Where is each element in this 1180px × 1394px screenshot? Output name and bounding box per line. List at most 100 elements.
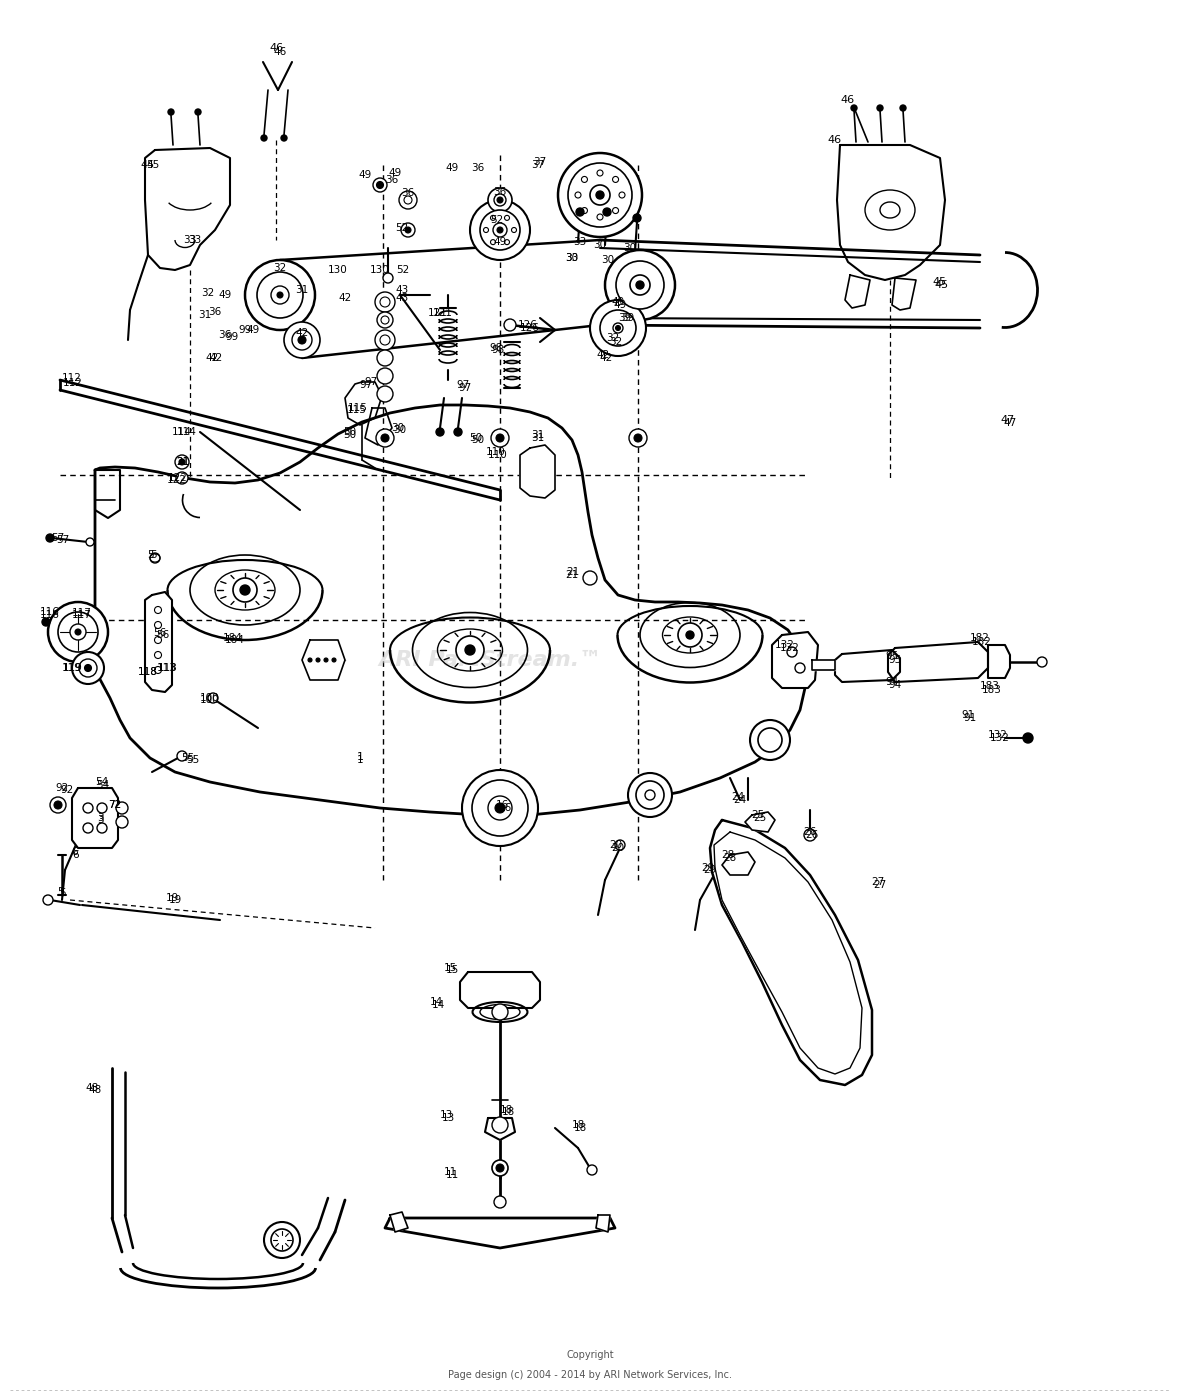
Polygon shape [710,820,872,1085]
Circle shape [50,797,66,813]
Circle shape [632,215,641,222]
Text: 115: 115 [347,406,367,415]
Circle shape [603,208,611,216]
Text: 36: 36 [209,307,222,316]
Text: 21: 21 [565,570,578,580]
Circle shape [261,135,267,141]
Text: 130: 130 [371,265,389,275]
Circle shape [758,728,782,751]
Text: 52: 52 [395,223,408,233]
Polygon shape [72,788,118,848]
Text: 36: 36 [386,176,399,185]
Circle shape [376,181,384,188]
Circle shape [494,803,505,813]
Text: 19: 19 [169,895,182,905]
Text: 72: 72 [109,800,122,810]
Text: 91: 91 [963,712,977,723]
Text: 30: 30 [623,243,636,252]
Circle shape [384,273,393,283]
Circle shape [85,665,92,672]
Text: 100: 100 [201,693,219,703]
Text: 183: 183 [981,682,999,691]
Circle shape [155,606,162,613]
Text: 3: 3 [97,815,104,825]
Circle shape [686,631,694,638]
Text: 1: 1 [356,756,363,765]
Polygon shape [988,645,1010,677]
Circle shape [404,197,412,204]
Circle shape [116,815,127,828]
Polygon shape [835,650,900,682]
Circle shape [271,1230,293,1250]
Text: 119: 119 [63,664,81,673]
Text: 94: 94 [889,680,902,690]
Text: 118: 118 [138,666,158,677]
Text: 48: 48 [85,1083,99,1093]
Text: 92: 92 [55,783,68,793]
Text: 114: 114 [172,427,192,436]
Polygon shape [391,1211,408,1232]
Circle shape [155,637,162,644]
Circle shape [491,429,509,447]
Text: 49: 49 [388,169,401,178]
Text: 52: 52 [396,265,409,275]
Text: 20: 20 [609,841,623,850]
Text: 33: 33 [183,236,197,245]
Circle shape [492,1160,509,1177]
Circle shape [496,434,504,442]
Polygon shape [460,972,540,1008]
Text: 27: 27 [871,877,885,887]
Circle shape [299,336,306,344]
Circle shape [150,553,160,563]
Text: 47: 47 [1003,418,1017,428]
Text: 118: 118 [138,666,158,677]
Circle shape [630,275,650,296]
Text: 115: 115 [348,403,368,413]
Circle shape [155,651,162,658]
Text: 31: 31 [198,309,211,321]
Circle shape [612,323,623,333]
Circle shape [291,330,312,350]
Text: 46: 46 [269,43,283,53]
Circle shape [1023,733,1032,743]
Text: 5: 5 [150,551,156,560]
Circle shape [629,429,647,447]
Text: 6: 6 [72,848,78,857]
Text: 21: 21 [176,457,190,467]
Text: 24: 24 [732,792,745,802]
Circle shape [636,282,644,289]
Circle shape [877,105,883,112]
Circle shape [636,781,664,809]
Circle shape [316,658,320,662]
Text: 30: 30 [602,255,615,265]
Circle shape [281,135,287,141]
Text: 1: 1 [356,751,363,763]
Text: 122: 122 [168,475,186,485]
Text: 56: 56 [157,630,170,640]
Circle shape [750,719,789,760]
Text: 49: 49 [359,170,372,180]
Text: 11: 11 [445,1170,459,1179]
Circle shape [168,109,173,114]
Text: 112: 112 [63,374,81,383]
Circle shape [454,428,463,436]
Circle shape [284,322,320,358]
Circle shape [504,319,516,330]
Text: 37: 37 [533,158,546,167]
Text: 95: 95 [885,651,899,661]
Circle shape [494,194,506,206]
Circle shape [155,666,162,673]
Circle shape [195,109,201,114]
Circle shape [332,658,336,662]
Text: 57: 57 [57,535,70,545]
Text: 126: 126 [518,321,538,330]
Text: 21: 21 [566,567,579,577]
Circle shape [596,191,604,199]
Text: 29: 29 [701,863,715,873]
Text: Copyright: Copyright [566,1349,614,1361]
Circle shape [590,185,610,205]
Text: 43: 43 [395,293,408,302]
Text: 15: 15 [445,965,459,974]
Circle shape [380,297,391,307]
Circle shape [83,822,93,834]
